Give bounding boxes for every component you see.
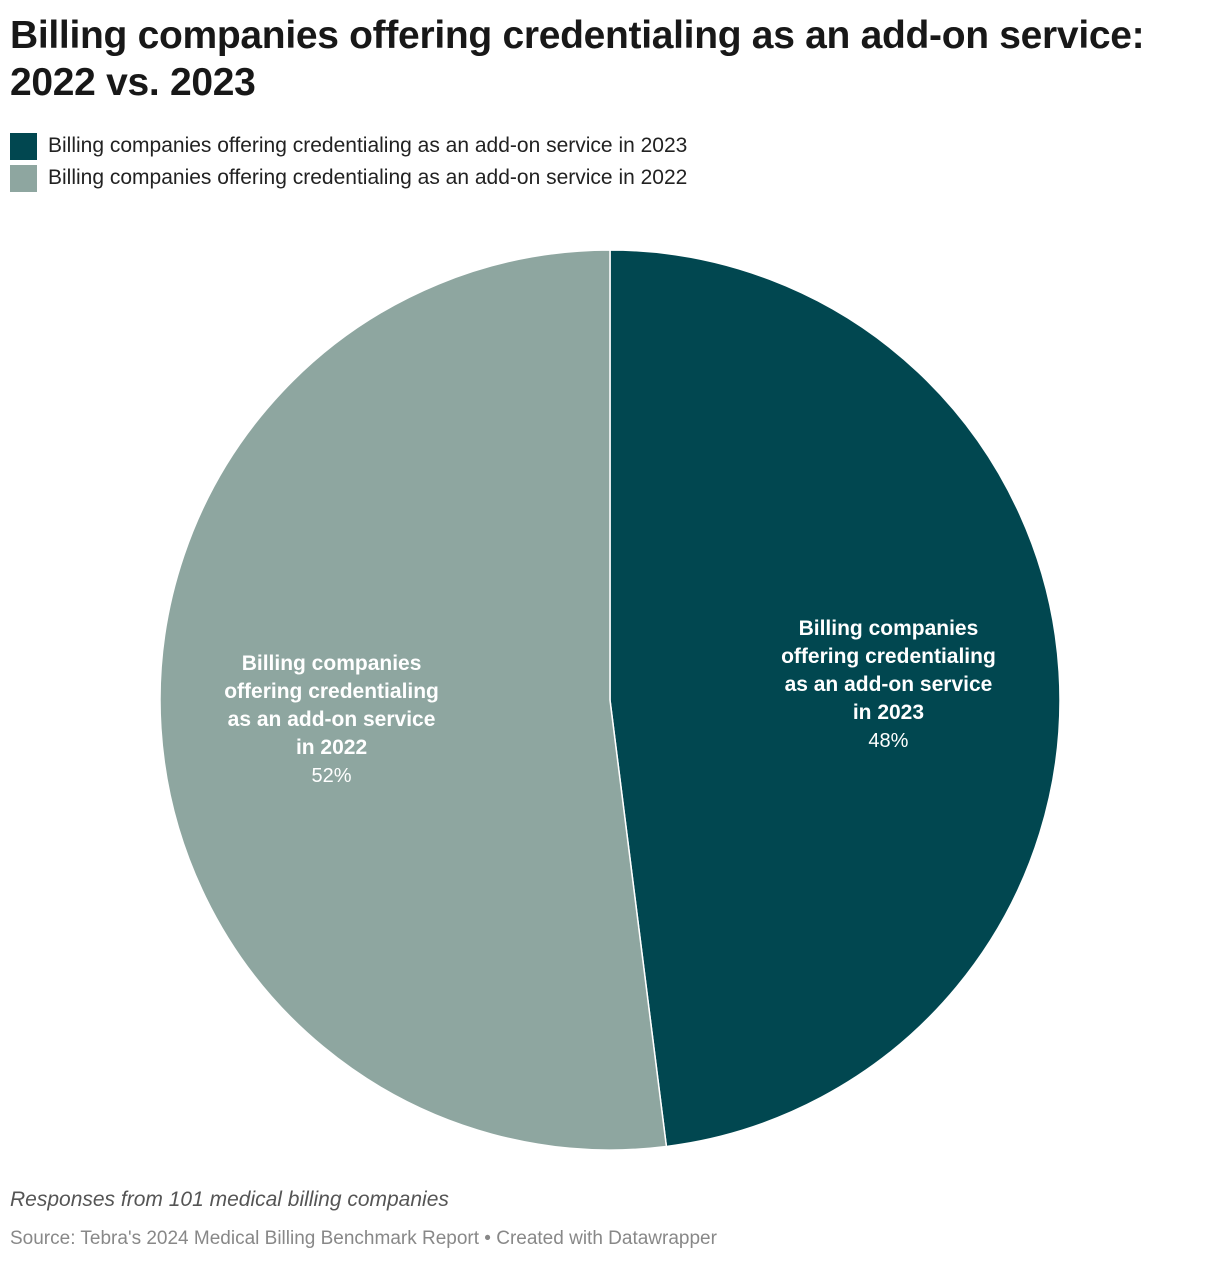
pie-slice-2022 bbox=[159, 249, 668, 1151]
slice-label-2022: Billing companies offering credentialing a… bbox=[224, 652, 439, 787]
legend-swatch-2022 bbox=[10, 164, 37, 192]
slice-label-line: as an add-on service bbox=[785, 673, 993, 696]
slice-value-2022: 52% bbox=[312, 765, 352, 787]
legend-label-2022: Billing companies offering credentialing… bbox=[48, 166, 688, 189]
legend-label-2023: Billing companies offering credentialing… bbox=[48, 134, 688, 157]
slice-value-2023: 48% bbox=[868, 730, 908, 752]
slice-label-line: in 2022 bbox=[296, 736, 367, 759]
legend-item-2022: Billing companies offering credentialing… bbox=[10, 162, 687, 194]
pie-chart: Billing companies offering credentialing a… bbox=[159, 249, 1061, 1151]
legend-item-2023: Billing companies offering credentialing… bbox=[10, 130, 687, 162]
slice-label-line: in 2023 bbox=[853, 701, 924, 724]
chart-source: Source: Tebra's 2024 Medical Billing Ben… bbox=[10, 1228, 717, 1249]
chart-title: Billing companies offering credentialing… bbox=[10, 14, 1145, 104]
slice-label-line: offering credentialing bbox=[224, 680, 439, 703]
slice-label-line: Billing companies bbox=[799, 617, 979, 640]
slice-label-2023: Billing companies offering credentialing a… bbox=[781, 617, 996, 752]
chart-notes: Responses from 101 medical billing compa… bbox=[10, 1188, 449, 1211]
legend: Billing companies offering credentialing… bbox=[10, 130, 687, 194]
pie-slice-2023 bbox=[609, 249, 1061, 1148]
legend-swatch-2023 bbox=[10, 132, 37, 160]
slice-label-line: as an add-on service bbox=[228, 708, 436, 731]
slice-label-line: offering credentialing bbox=[781, 645, 996, 668]
slice-label-line: Billing companies bbox=[242, 652, 422, 675]
